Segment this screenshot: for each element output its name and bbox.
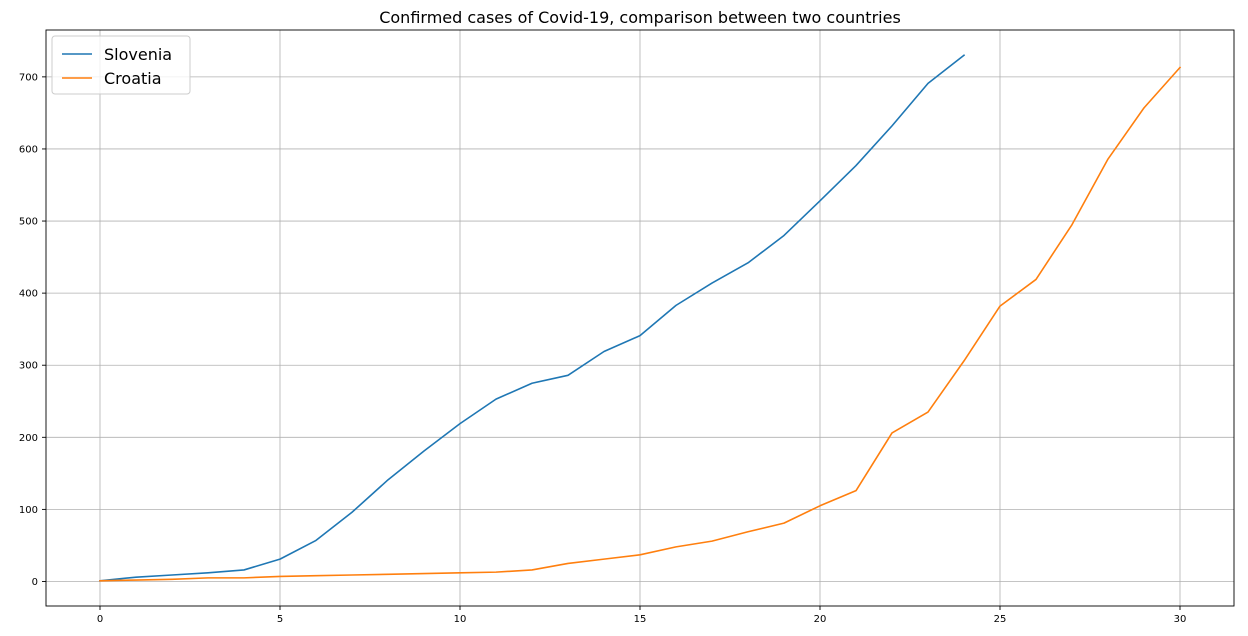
series-line-croatia <box>99 66 1182 582</box>
y-tick-label: 400 <box>19 289 38 300</box>
x-tick-label: 15 <box>634 614 647 625</box>
y-tick-label: 0 <box>32 577 38 588</box>
legend: Slovenia Croatia <box>51 35 191 95</box>
x-tick-label: 25 <box>994 614 1007 625</box>
y-tick-label: 500 <box>19 217 38 228</box>
y-tick-label: 600 <box>19 144 38 155</box>
x-tick-label: 20 <box>814 614 827 625</box>
x-tick-label: 0 <box>97 614 103 625</box>
grid-layer <box>46 30 1234 606</box>
y-tick-label: 300 <box>19 361 38 372</box>
x-tick-label: 5 <box>277 614 283 625</box>
x-tick-label: 30 <box>1174 614 1187 625</box>
y-tick-label: 200 <box>19 433 38 444</box>
y-tick-label: 700 <box>19 72 38 83</box>
series-line-slovenia <box>99 54 966 582</box>
series-layer <box>99 54 1182 582</box>
legend-label-slovenia: Slovenia <box>104 45 172 64</box>
y-tick-label: 100 <box>19 505 38 516</box>
legend-label-croatia: Croatia <box>104 69 162 88</box>
legend-box <box>51 35 191 95</box>
chart-title: Confirmed cases of Covid-19, comparison … <box>379 8 901 27</box>
x-tick-label: 10 <box>454 614 467 625</box>
